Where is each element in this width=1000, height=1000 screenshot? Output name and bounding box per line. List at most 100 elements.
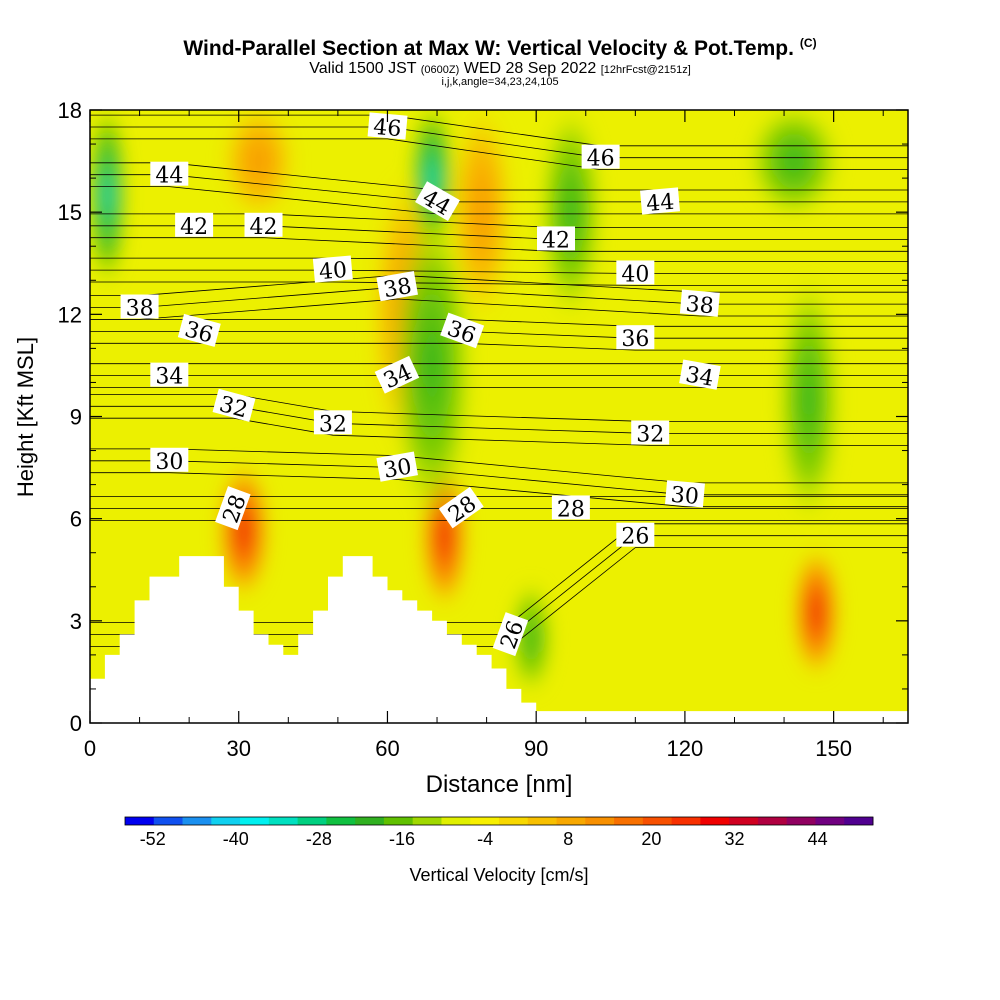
x-axis-label: Distance [nm]	[426, 771, 573, 798]
contour-label-text: 28	[557, 497, 585, 522]
contour-label-30: 30	[376, 451, 418, 484]
contour-label-text: 46	[587, 147, 615, 172]
colorbar-tick-label: 32	[724, 829, 744, 849]
contour-label-32: 32	[313, 410, 352, 437]
isentrope-36	[90, 342, 908, 351]
chart-title: Wind-Parallel Section at Max W: Vertical…	[183, 36, 817, 60]
colorbar-swatch	[326, 817, 356, 825]
x-tick-label: 30	[226, 736, 250, 761]
contour-label-text: 38	[126, 297, 154, 322]
contour-label-text: 34	[155, 365, 183, 390]
colorbar-swatch	[441, 817, 471, 825]
contour-label-42: 42	[244, 212, 283, 240]
y-tick-label: 9	[70, 405, 82, 430]
contour-label-36: 36	[616, 325, 655, 352]
contour-label-text: 30	[155, 450, 183, 475]
contour-label-box	[150, 362, 189, 387]
utc-time: (0600Z)	[420, 64, 460, 76]
colorbar-swatch	[527, 817, 557, 825]
colorbar-swatch	[182, 817, 212, 825]
colorbar-swatch	[844, 817, 874, 825]
contour-label-34: 34	[150, 362, 189, 390]
contour-label-text: 30	[382, 454, 414, 483]
y-tick-label: 18	[58, 98, 82, 123]
colorbar-swatch	[642, 817, 673, 825]
contour-label-44: 44	[640, 187, 681, 217]
contour-label-text: 44	[645, 190, 675, 217]
contour-label-28: 28	[551, 495, 590, 522]
colorbar-swatch	[355, 817, 385, 825]
contour-label-42: 42	[537, 226, 576, 253]
colorbar-tick-label: 8	[563, 829, 573, 849]
forecast-info: [12hrFcst@2151z]	[600, 64, 691, 76]
contour-label-38: 38	[120, 294, 159, 322]
colorbar-tick-label: -16	[389, 829, 415, 849]
contour-label-text: 42	[542, 228, 570, 253]
colorbar-swatch	[815, 817, 845, 825]
isentrope-26	[90, 523, 908, 623]
contour-label-box	[616, 522, 655, 547]
contour-label-text: 42	[250, 215, 278, 240]
downdraft-region	[748, 110, 840, 219]
updraft-region	[222, 110, 295, 219]
colorbar-tick-label: -40	[223, 829, 249, 849]
contour-label-box	[212, 388, 256, 422]
isentrope-30	[90, 472, 908, 508]
colorbar-tick-label: -52	[140, 829, 166, 849]
contour-label-36: 36	[440, 312, 485, 349]
contour-label-box	[244, 212, 283, 237]
downdraft-region	[90, 110, 126, 287]
contour-label-box	[177, 313, 221, 347]
contour-label-text: 36	[621, 327, 649, 352]
contour-label-box	[215, 486, 251, 531]
colorbar-swatch	[240, 817, 270, 825]
colorbar-tick-label: 44	[808, 829, 828, 849]
colorbar-swatch	[729, 817, 759, 825]
colorbar-tick-label: -28	[306, 829, 332, 849]
chart-subtitle: Valid 1500 JST (0600Z) WED 28 Sep 2022 […	[0, 60, 1000, 78]
colorbar-swatch	[125, 817, 155, 825]
contour-label-box	[679, 359, 721, 390]
contour-label-box	[640, 187, 681, 215]
valid-date: WED 28 Sep 2022	[463, 60, 597, 77]
contour-label-box	[376, 270, 418, 302]
contour-label-box	[150, 447, 189, 472]
colorbar-swatch	[153, 817, 183, 825]
contour-label-text: 40	[621, 262, 649, 287]
colorbar-swatch	[671, 817, 701, 825]
contour-label-text: 32	[319, 412, 347, 437]
colorbar-swatch	[786, 817, 816, 825]
copyright-mark: (C)	[799, 36, 817, 50]
contour-label-text: 38	[685, 292, 715, 319]
colorbar-swatch	[470, 817, 500, 825]
contour-label-42: 42	[175, 212, 214, 240]
contour-label-text: 44	[155, 164, 183, 189]
colorbar-swatch	[614, 817, 644, 825]
contour-label-box	[616, 325, 655, 350]
colorbar: -52 -40 -28 -16 -4 8 20 32 44	[124, 816, 874, 849]
contour-label-box	[665, 480, 705, 508]
updraft-region	[450, 110, 513, 321]
contour-label-26: 26	[492, 612, 529, 657]
x-tick-label: 60	[375, 736, 399, 761]
y-tick-label: 12	[58, 302, 82, 327]
x-tick-label: 150	[815, 736, 852, 761]
colorbar-swatch	[499, 817, 529, 825]
contour-label-text: 40	[318, 258, 348, 285]
isentrope-40	[90, 269, 908, 274]
contour-label-box	[374, 355, 420, 394]
contour-label-30: 30	[665, 480, 705, 510]
contour-label-box	[312, 255, 353, 283]
contour-label-box	[440, 312, 485, 349]
contour-label-box	[616, 260, 655, 285]
downdraft-region	[510, 580, 553, 695]
colorbar-swatch	[700, 817, 730, 825]
contour-label-box	[376, 451, 418, 482]
contour-label-box	[492, 612, 529, 657]
contour-label-text: 26	[621, 525, 649, 550]
contour-label-box	[679, 289, 720, 317]
colorbar-swatch	[383, 817, 414, 825]
contour-label-box	[120, 294, 159, 319]
